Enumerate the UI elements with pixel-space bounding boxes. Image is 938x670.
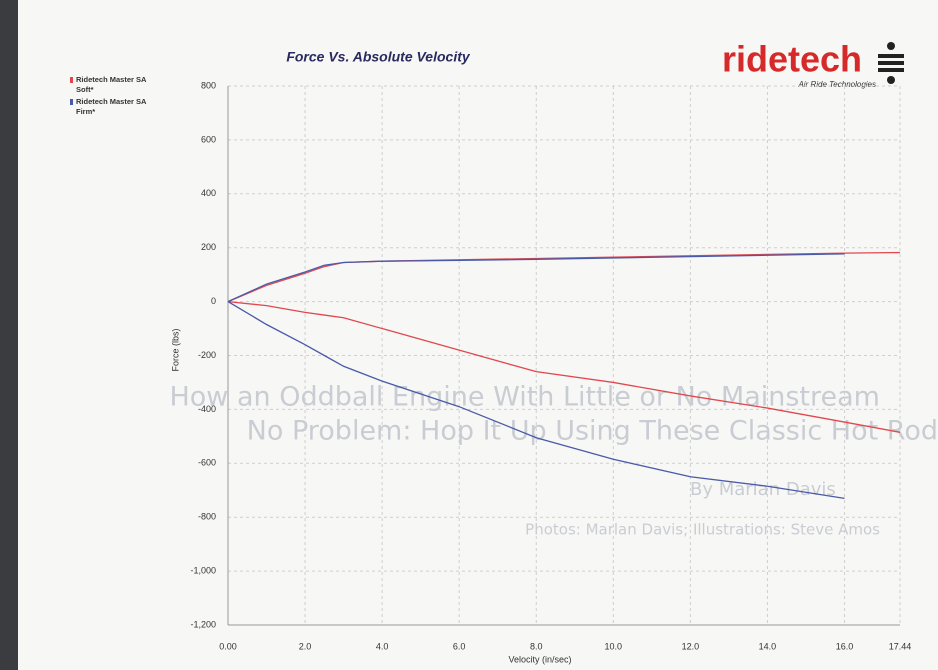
page: How an Oddball Engine With Little or No …: [0, 0, 938, 670]
x-tick-label: 14.0: [759, 641, 777, 651]
y-tick-label: 0: [211, 296, 216, 306]
y-tick-label: -600: [198, 458, 216, 468]
chart-title: Force Vs. Absolute Velocity: [286, 49, 471, 65]
y-tick-label: 200: [201, 242, 216, 252]
x-tick-label: 8.0: [530, 641, 543, 651]
y-tick-label: -400: [198, 404, 216, 414]
x-tick-label: 4.0: [376, 641, 389, 651]
x-tick-label: 0.00: [219, 641, 237, 651]
ghost-text: By Marlan Davis: [690, 479, 836, 500]
y-tick-label: -1,000: [190, 565, 216, 575]
brand-tagline: Air Ride Technologies: [797, 80, 876, 89]
y-tick-label: 400: [201, 188, 216, 198]
x-axis-label: Velocity (in/sec): [508, 654, 571, 664]
x-tick-label: 6.0: [453, 641, 466, 651]
ghost-text: Photos: Marlan Davis; Illustrations: Ste…: [525, 521, 880, 539]
x-tick-label: 16.0: [836, 641, 854, 651]
y-tick-label: -1,200: [190, 619, 216, 629]
legend-line: Ridetech Master SA: [76, 75, 147, 84]
y-tick-label: -800: [198, 512, 216, 522]
y-tick-label: 800: [201, 80, 216, 90]
brand-logo: ridetech: [722, 39, 862, 80]
legend-swatch: [70, 99, 73, 105]
page-edge: [0, 0, 18, 670]
ghost-text: How an Oddball Engine With Little or No …: [169, 382, 880, 413]
legend-line: Firm*: [76, 107, 95, 116]
x-tick-label: 10.0: [605, 641, 623, 651]
legend-line: Soft*: [76, 85, 94, 94]
x-tick-label: 2.0: [299, 641, 312, 651]
x-tick-label: 12.0: [682, 641, 700, 651]
legend-line: Ridetech Master SA: [76, 97, 147, 106]
y-tick-label: 600: [201, 134, 216, 144]
legend-swatch: [70, 77, 73, 83]
y-axis-label: Force (lbs): [170, 328, 180, 371]
x-tick-label: 17.44: [889, 641, 912, 651]
y-tick-label: -200: [198, 350, 216, 360]
